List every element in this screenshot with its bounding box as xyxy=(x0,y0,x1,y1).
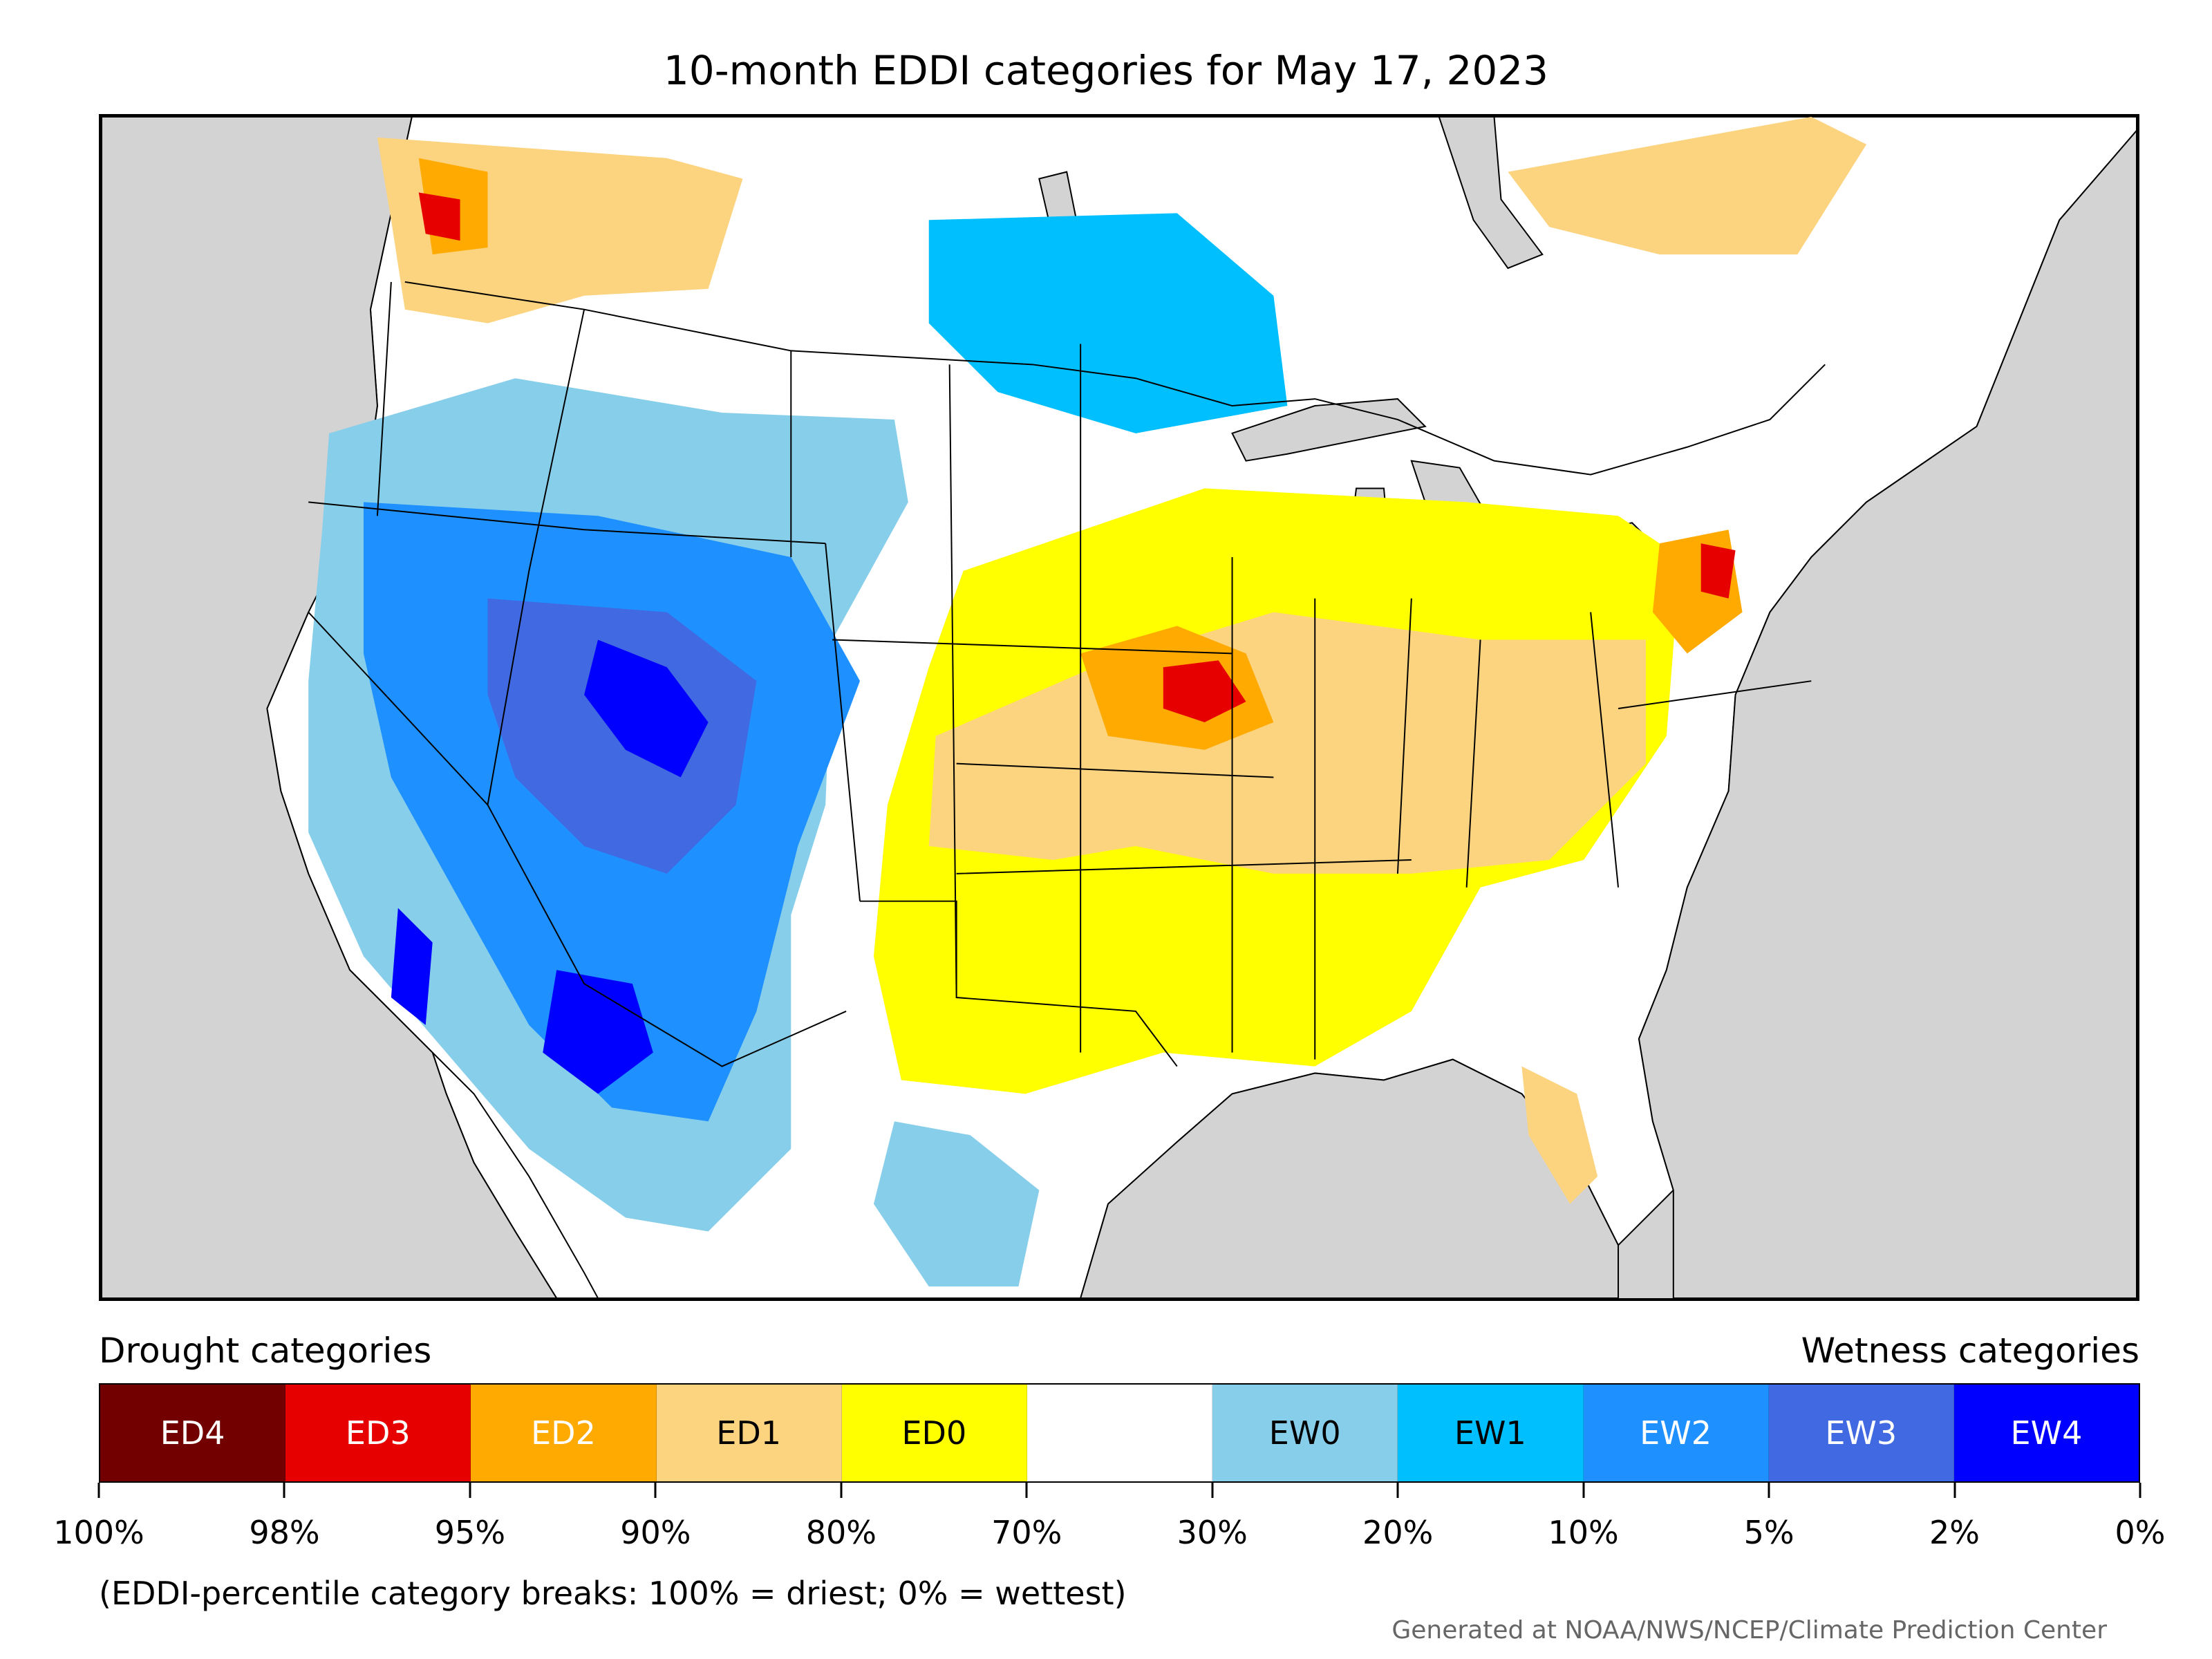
eddi-map xyxy=(99,114,2139,1301)
colorbar-cell-ed1: ED1 xyxy=(656,1385,842,1481)
colorbar-cell-ew1: EW1 xyxy=(1398,1385,1584,1481)
colorbar-ticks xyxy=(97,1483,2141,1501)
map-title: 10-month EDDI categories for May 17, 202… xyxy=(663,47,1549,94)
colorbar-cell-ew4: EW4 xyxy=(1953,1385,2139,1481)
colorbar-tick xyxy=(654,1483,657,1498)
patch-ed3-iowa xyxy=(1163,660,1246,722)
eddi-map-canvas xyxy=(102,117,2137,1298)
patch-ew4-california xyxy=(391,908,433,1025)
colorbar-tick xyxy=(1396,1483,1399,1498)
colorbar-tick-label: 100% xyxy=(53,1514,144,1551)
colorbar-cell-ed2: ED2 xyxy=(471,1385,657,1481)
colorbar-tick xyxy=(1211,1483,1214,1498)
patch-ed1-quebec xyxy=(1508,117,1867,255)
patch-ed3-washington xyxy=(418,192,460,241)
colorbar-tick xyxy=(283,1483,285,1498)
colorbar-tick-label: 98% xyxy=(249,1514,320,1551)
colorbar-tick-label: 2% xyxy=(1929,1514,1980,1551)
colorbar-tick-label: 95% xyxy=(434,1514,506,1551)
pacific-ocean xyxy=(102,117,558,1298)
colorbar-tick-label: 0% xyxy=(2115,1514,2166,1551)
patch-ed1-florida xyxy=(1521,1066,1598,1204)
colorbar-cell-ed0: ED0 xyxy=(841,1385,1027,1481)
colorbar-tick-label: 80% xyxy=(805,1514,877,1551)
patch-ew4-utah xyxy=(584,639,709,778)
boundaries xyxy=(308,281,1826,1067)
colorbar-tick xyxy=(2139,1483,2141,1498)
patch-ed3-new-england xyxy=(1700,543,1736,599)
colorbar-tick-label: 90% xyxy=(620,1514,691,1551)
patch-ew1-north xyxy=(928,213,1288,433)
drought-categories-label: Drought categories xyxy=(99,1331,432,1371)
colorbar-tick xyxy=(1768,1483,1770,1498)
colorbar-cell-ew0: EW0 xyxy=(1212,1385,1398,1481)
colorbar-tick-label: 70% xyxy=(991,1514,1062,1551)
colorbar-tick xyxy=(1582,1483,1585,1498)
colorbar-tick-label: 5% xyxy=(1743,1514,1794,1551)
patch-ew4-arizona xyxy=(543,970,653,1094)
atlantic-ocean xyxy=(1638,129,2137,1298)
category-colorbar: ED4 ED3 ED2 ED1 ED0 EW0 EW1 EW2 EW3 EW4 xyxy=(99,1383,2140,1483)
colorbar-tick-label: 10% xyxy=(1548,1514,1619,1551)
category-note: (EDDI-percentile category breaks: 100% =… xyxy=(99,1575,1127,1612)
eddi-patches xyxy=(308,117,1867,1287)
colorbar-cell-ew2: EW2 xyxy=(1583,1385,1769,1481)
colorbar-tick-label: 20% xyxy=(1362,1514,1434,1551)
credit-line: Generated at NOAA/NWS/NCEP/Climate Predi… xyxy=(1391,1616,2107,1644)
colorbar-tick xyxy=(469,1483,471,1498)
colorbar-cell-ed4: ED4 xyxy=(100,1385,286,1481)
colorbar-tick-label: 30% xyxy=(1177,1514,1248,1551)
colorbar-cell-ed3: ED3 xyxy=(285,1385,471,1481)
colorbar-tick xyxy=(97,1483,100,1498)
hudson-bay-edge xyxy=(1438,117,1544,270)
wetness-categories-label: Wetness categories xyxy=(1801,1331,2139,1371)
colorbar-cell-ew3: EW3 xyxy=(1768,1385,1954,1481)
patch-ew0-texas-coast xyxy=(873,1121,1040,1287)
colorbar-cell-neutral xyxy=(1027,1385,1213,1481)
colorbar-tick xyxy=(1025,1483,1028,1498)
colorbar-tick xyxy=(1953,1483,1956,1498)
colorbar-tick xyxy=(840,1483,843,1498)
state-lines xyxy=(308,281,1812,1067)
gulf-of-mexico xyxy=(1080,1058,1620,1298)
